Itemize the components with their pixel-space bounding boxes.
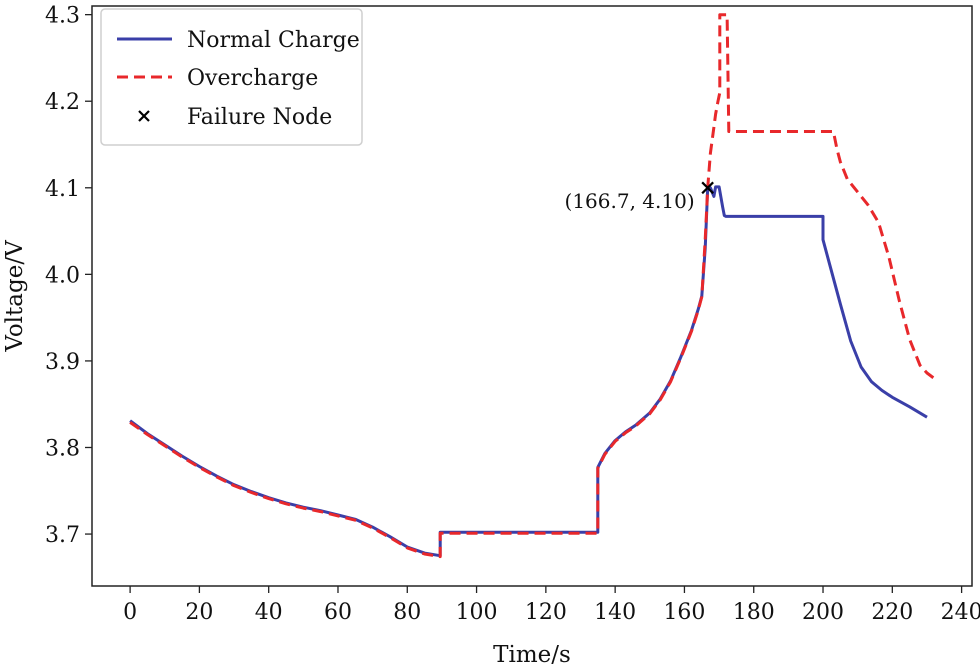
y-tick-label: 3.7 — [45, 523, 80, 548]
y-axis-label: Voltage/V — [2, 240, 28, 353]
x-tick-label: 40 — [255, 600, 283, 625]
legend-box — [100, 8, 363, 146]
y-tick-label: 4.3 — [45, 4, 80, 29]
y-tick-label: 3.9 — [45, 350, 80, 375]
axes-frame — [91, 5, 973, 587]
legend-overcharge-label: Overcharge — [187, 66, 318, 91]
x-tick-label: 160 — [663, 600, 705, 625]
failure-node-marker — [701, 181, 714, 195]
x-tick-label: 120 — [525, 600, 567, 625]
x-tick-label: 0 — [123, 600, 137, 625]
x-tick-label: 200 — [802, 600, 844, 625]
x-tick-label: 60 — [324, 600, 352, 625]
normal-charge-series-line — [129, 185, 928, 558]
y-tick-label: 4.1 — [45, 177, 80, 202]
x-tick-label: 80 — [393, 600, 421, 625]
legend-failure-node-marker — [138, 110, 150, 122]
y-tick-label: 4.0 — [45, 263, 80, 288]
x-tick-label: 140 — [594, 600, 636, 625]
overcharge-series-line — [129, 13, 939, 559]
failure-node-annotation: (166.7, 4.10) — [565, 189, 695, 213]
legend: Normal Charge Overcharge Failure Node — [100, 8, 363, 146]
plot-area — [129, 13, 939, 559]
x-tick-label: 100 — [456, 600, 498, 625]
legend-normal-label: Normal Charge — [187, 28, 360, 53]
x-tick-label: 220 — [871, 600, 913, 625]
x-tick-label: 180 — [733, 600, 775, 625]
y-tick-label: 3.8 — [45, 436, 80, 461]
legend-failure-node-label: Failure Node — [187, 105, 332, 130]
x-tick-label: 20 — [185, 600, 213, 625]
y-axis: 3.7 3.8 3.9 4.0 4.1 4.2 4.3 — [45, 4, 92, 548]
y-tick-label: 4.2 — [45, 90, 80, 115]
x-tick-label: 240 — [941, 600, 980, 625]
x-axis: 0 20 40 60 80 100 120 140 160 180 200 220 240 — [123, 586, 980, 625]
x-axis-label: Time/s — [493, 642, 571, 664]
